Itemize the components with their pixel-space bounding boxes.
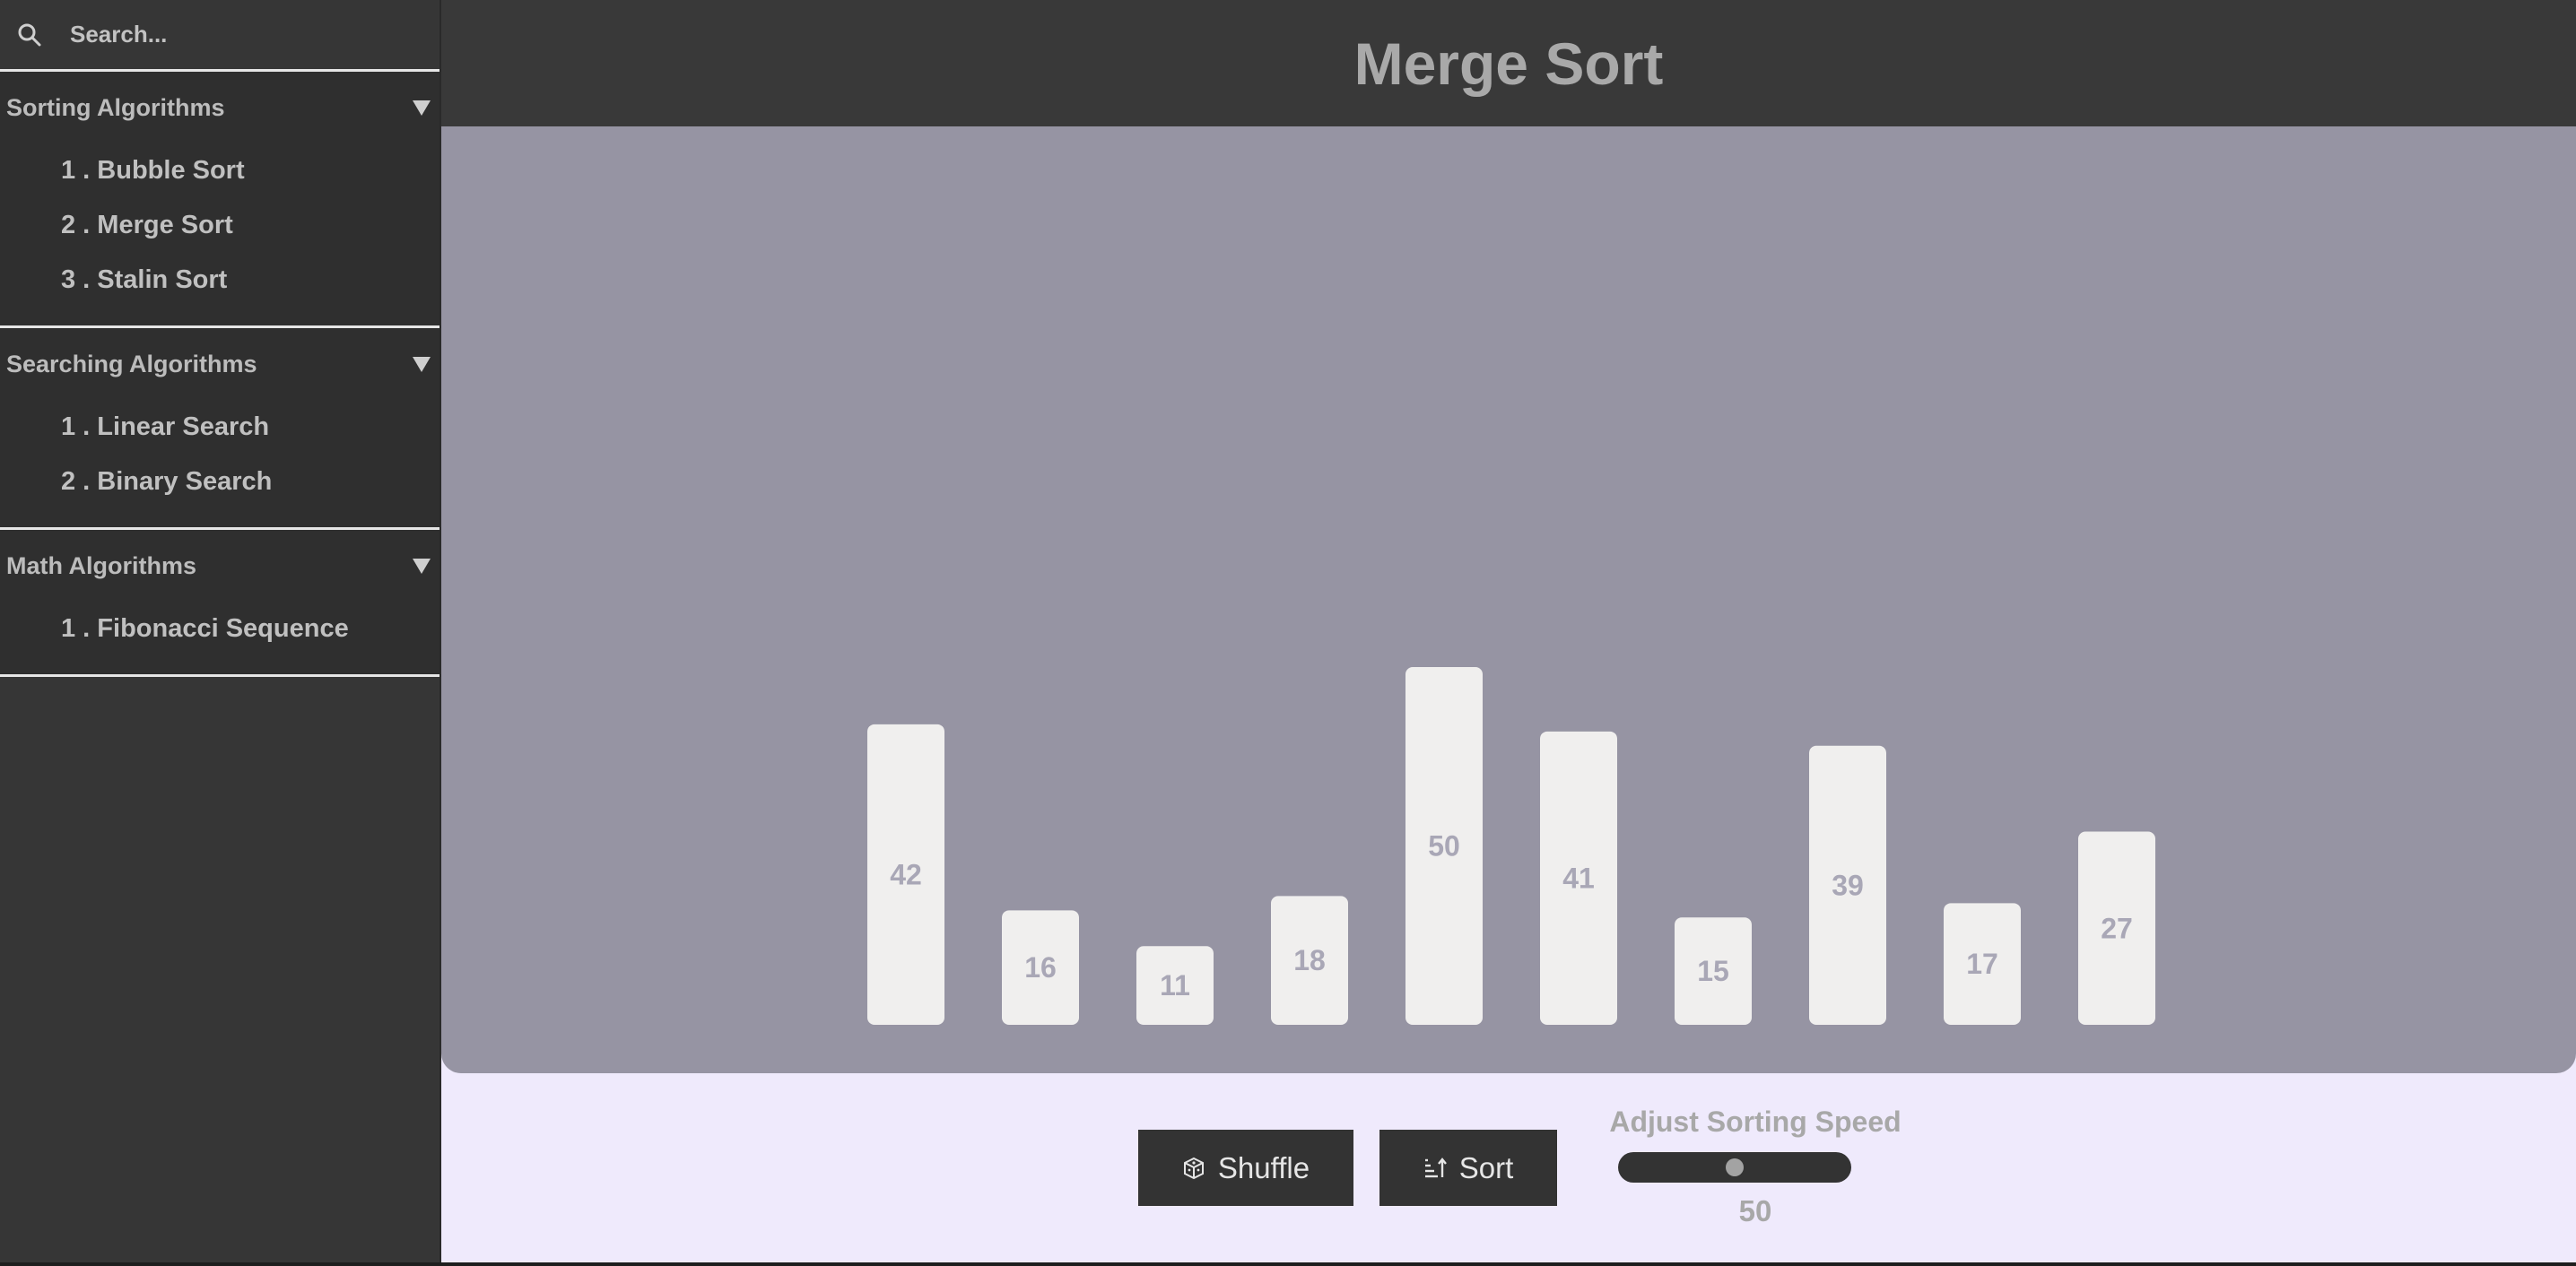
bar-value-label: 50 <box>1428 830 1460 863</box>
sidebar-group-header-math[interactable]: Math Algorithms <box>0 530 439 602</box>
sidebar-item-stalin-sort[interactable]: 3 . Stalin Sort <box>61 265 228 294</box>
sort-button[interactable]: Sort <box>1379 1130 1557 1206</box>
bar-value-label: 42 <box>890 858 922 890</box>
sidebar-group-math: Math Algorithms 1 . Fibonacci Sequence <box>0 530 439 677</box>
bar-chart: 42 16 11 18 50 41 15 39 17 27 <box>441 126 2576 1073</box>
speed-value: 50 <box>1738 1194 1772 1227</box>
group-items: 1 . Linear Search 2 . Binary Search <box>0 400 439 527</box>
bar <box>1944 903 2021 1025</box>
sidebar-group-header-searching[interactable]: Searching Algorithms <box>0 328 439 400</box>
page-header: Merge Sort <box>441 0 2576 126</box>
bar <box>867 724 944 1025</box>
group-title: Math Algorithms <box>6 551 196 579</box>
bar-value-label: 27 <box>2101 912 2133 944</box>
caret-down-icon[interactable] <box>413 100 431 116</box>
bar-chart-svg: 42 16 11 18 50 41 15 39 17 27 <box>867 667 2155 1025</box>
bar <box>2078 831 2155 1025</box>
page-title: Merge Sort <box>1353 30 1664 97</box>
bar <box>1540 731 1617 1025</box>
sidebar-item-bubble-sort[interactable]: 1 . Bubble Sort <box>61 156 245 185</box>
bar <box>1405 667 1483 1025</box>
search-bar <box>0 0 439 72</box>
sort-label: Sort <box>1458 1150 1514 1184</box>
search-input[interactable] <box>70 21 411 48</box>
bar-value-label: 11 <box>1160 969 1190 1002</box>
sidebar-item-linear-search[interactable]: 1 . Linear Search <box>61 412 270 441</box>
group-title: Searching Algorithms <box>6 350 257 377</box>
bar-value-label: 41 <box>1562 862 1595 894</box>
bar-value-label: 18 <box>1293 944 1326 976</box>
bar <box>1271 896 1348 1025</box>
speed-slider[interactable] <box>1618 1152 1851 1183</box>
controls-bar: Shuffle Sort Adjust Sorting Speed 50 <box>441 1073 2576 1262</box>
speed-label: Adjust Sorting Speed <box>1609 1106 1902 1138</box>
sidebar-group-searching: Searching Algorithms 1 . Linear Search 2… <box>0 328 439 530</box>
bar-value-label: 15 <box>1697 955 1729 987</box>
bar <box>1809 745 1886 1025</box>
caret-down-icon[interactable] <box>413 558 431 574</box>
group-title: Sorting Algorithms <box>6 93 225 121</box>
sidebar: Sorting Algorithms 1 . Bubble Sort 2 . M… <box>0 0 441 1262</box>
search-icon <box>16 22 43 48</box>
bar-value-label: 39 <box>1832 869 1864 901</box>
shuffle-label: Shuffle <box>1217 1150 1310 1184</box>
bar <box>1136 946 1214 1025</box>
sort-ascending-icon <box>1424 1157 1447 1177</box>
bar <box>1675 917 1752 1025</box>
group-items: 1 . Fibonacci Sequence <box>0 602 439 674</box>
group-items: 1 . Bubble Sort 2 . Merge Sort 3 . Stali… <box>0 143 439 325</box>
shuffle-button[interactable]: Shuffle <box>1138 1130 1353 1206</box>
sidebar-item-merge-sort[interactable]: 2 . Merge Sort <box>61 211 233 239</box>
sidebar-group-header-sorting[interactable]: Sorting Algorithms <box>0 72 439 143</box>
sidebar-item-binary-search[interactable]: 2 . Binary Search <box>61 467 273 496</box>
sidebar-item-fibonacci[interactable]: 1 . Fibonacci Sequence <box>61 614 349 643</box>
slider-thumb[interactable] <box>1726 1158 1744 1176</box>
sidebar-group-sorting: Sorting Algorithms 1 . Bubble Sort 2 . M… <box>0 72 439 328</box>
bar-value-label: 17 <box>1966 948 1998 980</box>
dice-icon <box>1183 1157 1204 1179</box>
bar-value-label: 16 <box>1024 951 1057 984</box>
caret-down-icon[interactable] <box>413 356 431 372</box>
bar <box>1002 910 1079 1025</box>
window-edge <box>0 1262 2576 1266</box>
